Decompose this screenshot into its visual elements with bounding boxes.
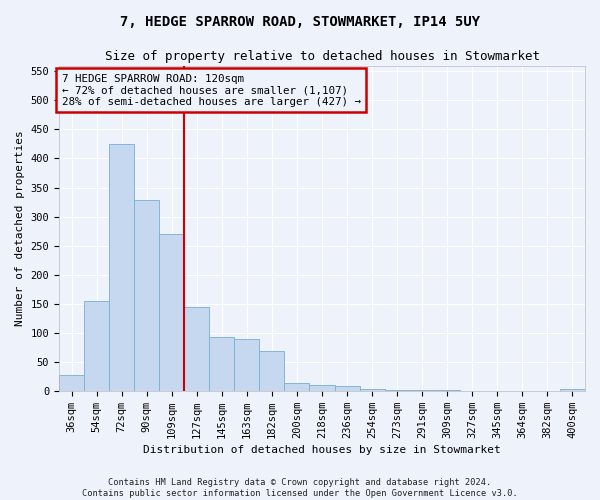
- Bar: [259, 352, 284, 391]
- Bar: [560, 389, 585, 391]
- X-axis label: Distribution of detached houses by size in Stowmarket: Distribution of detached houses by size …: [143, 445, 501, 455]
- Title: Size of property relative to detached houses in Stowmarket: Size of property relative to detached ho…: [104, 50, 539, 63]
- Bar: [284, 384, 310, 391]
- Bar: [310, 385, 335, 391]
- Y-axis label: Number of detached properties: Number of detached properties: [15, 130, 25, 326]
- Bar: [159, 234, 184, 391]
- Bar: [235, 338, 259, 391]
- Bar: [359, 388, 385, 391]
- Bar: [209, 338, 235, 391]
- Bar: [84, 301, 109, 391]
- Bar: [134, 200, 159, 391]
- Bar: [109, 144, 134, 391]
- Bar: [385, 390, 410, 391]
- Text: 7 HEDGE SPARROW ROAD: 120sqm
← 72% of detached houses are smaller (1,107)
28% of: 7 HEDGE SPARROW ROAD: 120sqm ← 72% of de…: [62, 74, 361, 107]
- Bar: [59, 375, 84, 391]
- Text: Contains HM Land Registry data © Crown copyright and database right 2024.
Contai: Contains HM Land Registry data © Crown c…: [82, 478, 518, 498]
- Bar: [335, 386, 359, 391]
- Bar: [184, 306, 209, 391]
- Text: 7, HEDGE SPARROW ROAD, STOWMARKET, IP14 5UY: 7, HEDGE SPARROW ROAD, STOWMARKET, IP14 …: [120, 15, 480, 29]
- Bar: [410, 390, 435, 391]
- Bar: [435, 390, 460, 391]
